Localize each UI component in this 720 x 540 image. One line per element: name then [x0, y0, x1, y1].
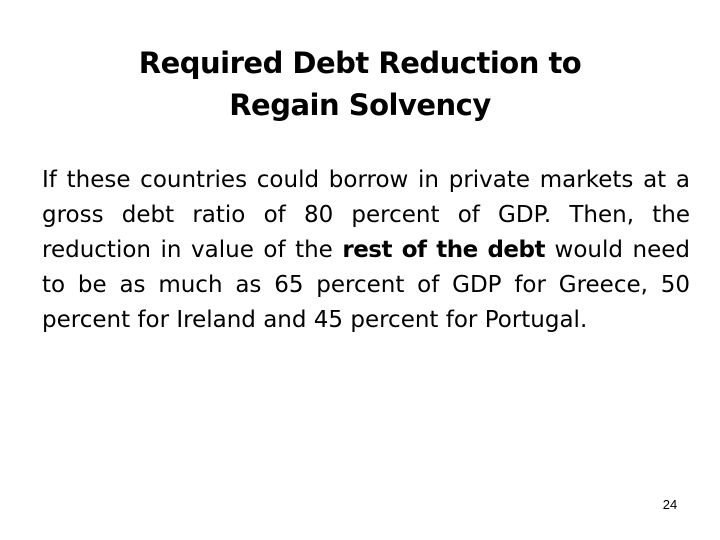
body-text-part-2: would need to be as much as 65 percent o… — [42, 237, 690, 333]
body-emphasis: rest of the debt — [342, 237, 545, 263]
body-paragraph: If these countries could borrow in priva… — [42, 163, 690, 338]
page-number: 24 — [662, 497, 678, 512]
body-text-part-1: If these countries could borrow in priva… — [42, 167, 690, 263]
slide-title-line-1: Required Debt Reduction to — [138, 46, 582, 80]
slide-title: Required Debt Reduction to Regain Solven… — [60, 42, 660, 126]
slide-title-line-2: Regain Solvency — [229, 88, 491, 122]
